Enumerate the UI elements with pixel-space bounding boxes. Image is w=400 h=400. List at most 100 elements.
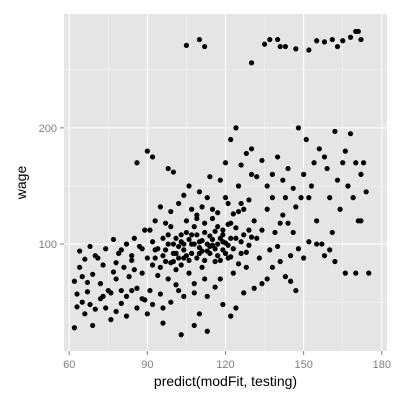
- data-point: [293, 46, 299, 52]
- data-point: [173, 235, 179, 241]
- data-point: [241, 206, 247, 212]
- data-point: [301, 255, 307, 261]
- x-tick-label: 120: [216, 359, 234, 371]
- data-point: [160, 320, 166, 326]
- data-point: [233, 125, 239, 131]
- data-point: [293, 287, 299, 294]
- data-points: [71, 28, 372, 338]
- data-point: [340, 38, 346, 44]
- data-point: [71, 325, 78, 331]
- data-point: [204, 293, 210, 299]
- data-point: [285, 165, 291, 172]
- data-point: [217, 177, 223, 183]
- data-point: [269, 195, 275, 201]
- data-point: [246, 242, 252, 248]
- data-point: [183, 42, 190, 48]
- data-point: [256, 255, 262, 261]
- data-point: [71, 278, 78, 284]
- data-point: [191, 241, 197, 247]
- data-point: [241, 232, 247, 238]
- data-point: [207, 250, 213, 256]
- data-point: [168, 208, 174, 215]
- data-point: [79, 299, 85, 305]
- data-point: [306, 239, 312, 245]
- data-point: [282, 274, 289, 280]
- data-point: [131, 267, 137, 273]
- data-point: [355, 28, 361, 35]
- data-point: [225, 221, 231, 227]
- data-point: [290, 229, 296, 236]
- data-point: [228, 136, 234, 143]
- data-point: [295, 246, 302, 252]
- data-point: [204, 195, 210, 201]
- data-point: [134, 160, 140, 166]
- data-point: [280, 212, 286, 218]
- data-point: [186, 257, 192, 263]
- data-point: [196, 239, 203, 245]
- data-point: [194, 232, 200, 238]
- data-point: [217, 276, 223, 282]
- data-point: [118, 300, 124, 306]
- data-point: [277, 43, 283, 50]
- data-point: [215, 210, 221, 216]
- data-point: [329, 36, 335, 43]
- data-point: [222, 160, 229, 166]
- data-point: [282, 43, 289, 50]
- data-point: [74, 291, 80, 297]
- data-point: [220, 227, 226, 233]
- data-point: [248, 146, 255, 152]
- data-point: [277, 220, 283, 226]
- data-point: [238, 200, 244, 207]
- data-point: [196, 36, 203, 43]
- data-point: [350, 195, 356, 201]
- data-point: [103, 305, 109, 311]
- data-point: [324, 165, 330, 172]
- data-point: [129, 257, 135, 263]
- data-point: [144, 311, 150, 317]
- data-point: [162, 258, 169, 265]
- data-point: [215, 241, 221, 247]
- grid-lines: [64, 14, 387, 351]
- data-point: [269, 171, 275, 177]
- data-point: [332, 258, 338, 265]
- data-point: [189, 250, 195, 256]
- data-point: [202, 257, 208, 263]
- data-point: [183, 229, 190, 236]
- data-point: [110, 236, 117, 243]
- data-point: [162, 247, 169, 253]
- data-point: [321, 253, 328, 259]
- data-point: [74, 304, 80, 310]
- data-point: [207, 174, 213, 180]
- data-point: [230, 270, 236, 276]
- x-tick-label: 150: [294, 359, 312, 371]
- data-point: [149, 301, 156, 308]
- data-point: [246, 197, 252, 203]
- x-tick-label: 60: [63, 359, 75, 371]
- data-point: [129, 287, 135, 294]
- data-point: [149, 262, 156, 268]
- data-point: [235, 261, 242, 267]
- data-point: [155, 272, 161, 279]
- data-point: [170, 258, 177, 265]
- data-point: [157, 204, 163, 210]
- data-point: [220, 301, 226, 308]
- data-point: [202, 229, 208, 236]
- data-point: [82, 311, 88, 317]
- data-point: [173, 250, 179, 256]
- data-point: [176, 243, 182, 250]
- data-point: [347, 131, 354, 137]
- data-point: [363, 189, 369, 195]
- data-point: [194, 255, 200, 261]
- data-point: [215, 253, 221, 259]
- data-point: [230, 246, 236, 252]
- data-point: [342, 148, 348, 154]
- data-point: [259, 157, 265, 164]
- data-point: [248, 234, 255, 240]
- data-point: [321, 39, 328, 45]
- data-point: [290, 185, 296, 191]
- data-point: [308, 183, 315, 189]
- data-point: [274, 36, 281, 43]
- data-point: [173, 282, 179, 288]
- data-point: [303, 136, 309, 143]
- data-point: [212, 228, 218, 234]
